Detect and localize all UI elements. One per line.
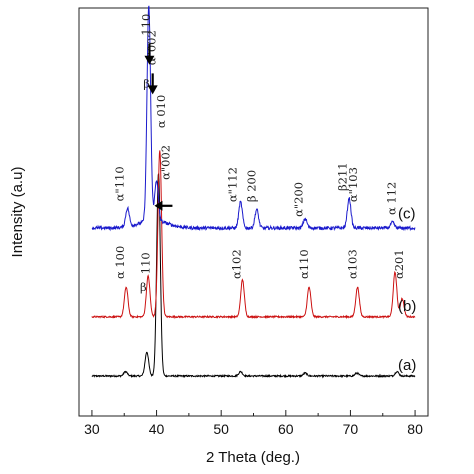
x-tick-label: 30 (84, 421, 100, 437)
peak-label: β211 (336, 162, 350, 191)
peak-label: α"200 (292, 182, 306, 217)
x-axis-title: 2 Theta (deg.) (206, 449, 300, 466)
peak-label: α 100 (113, 246, 127, 279)
peak-label: α 010 (154, 95, 168, 128)
curve-label: (b) (398, 298, 416, 315)
plot-frame (78, 7, 429, 417)
y-axis-title: Intensity (a.u) (9, 167, 26, 258)
peak-label: 110 (138, 252, 152, 274)
peak-label: β (140, 280, 147, 294)
peak-label: β (143, 76, 150, 90)
peak-label: 110 (139, 14, 153, 36)
x-tick-label: 40 (149, 421, 165, 437)
x-axis-ticks: 30 40 50 60 70 80 (84, 410, 423, 437)
x-tick-label: 60 (278, 421, 294, 437)
peak-label: α103 (345, 249, 359, 279)
x-tick-label: 80 (407, 421, 423, 437)
series-line (91, 173, 416, 379)
diffraction-curves (91, 5, 416, 379)
peak-arrows (144, 43, 173, 211)
arrow-head (147, 85, 158, 95)
curve-label: (c) (398, 205, 416, 222)
arrow-head (144, 55, 155, 65)
peak-label: α"112 (226, 167, 240, 202)
peak-label: α110 (297, 249, 311, 279)
series-line (91, 150, 416, 320)
x-tick-label: 70 (343, 421, 359, 437)
curve-labels: (a) (b) (c) (398, 205, 416, 374)
peak-label: α102 (230, 249, 244, 279)
peak-label: α"103 (346, 167, 360, 202)
curve-label: (a) (398, 357, 416, 374)
x-tick-label: 50 (213, 421, 229, 437)
arrow-head (154, 200, 163, 211)
series-line (91, 5, 416, 232)
peak-label: α"002 (158, 145, 172, 180)
peak-label: β 200 (244, 170, 258, 202)
peak-label: α201 (392, 249, 406, 279)
peak-label: α"110 (113, 166, 127, 201)
peak-label: α 112 (385, 182, 399, 215)
